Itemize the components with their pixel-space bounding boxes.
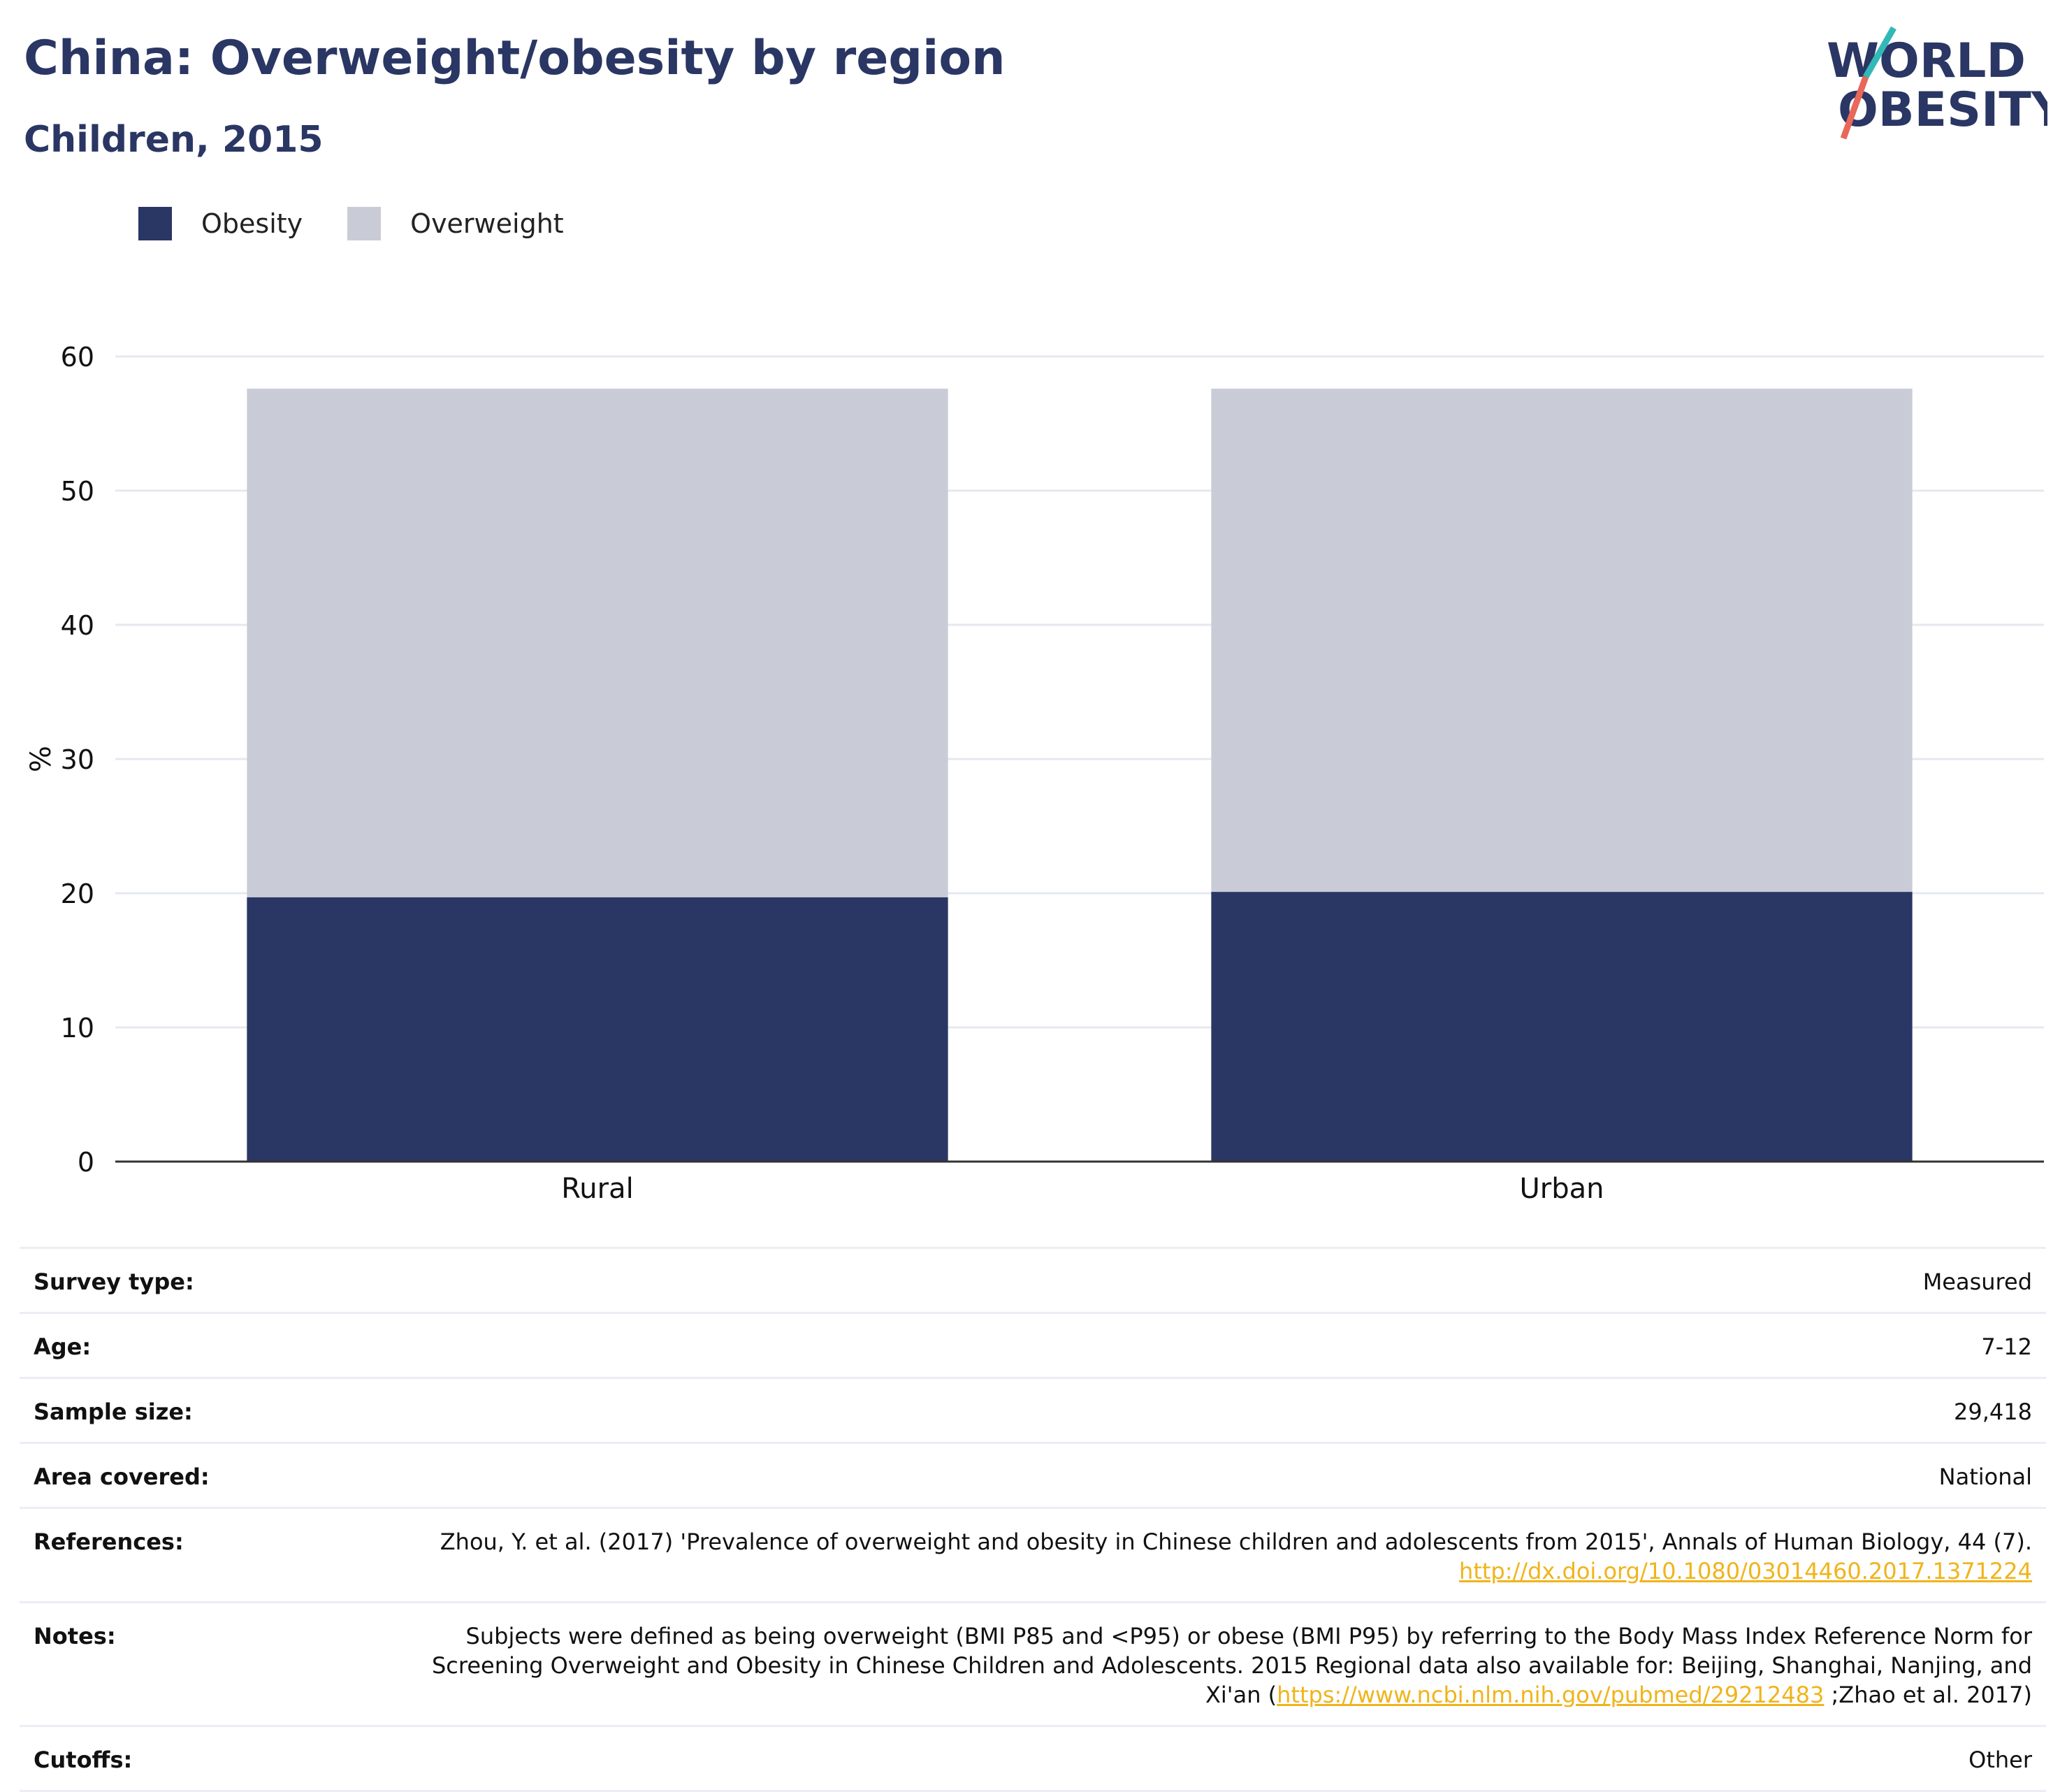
y-axis-label: % — [25, 746, 57, 772]
info-label: Survey type: — [34, 1269, 194, 1295]
chart-legend: Obesity Overweight — [138, 207, 609, 240]
reference-link[interactable]: http://dx.doi.org/10.1080/03014460.2017.… — [1459, 1558, 2032, 1584]
legend-item-obesity[interactable]: Obesity — [138, 207, 303, 240]
y-tick-label: 50 — [61, 476, 94, 507]
legend-swatch-overweight — [347, 207, 382, 240]
info-label: Age: — [34, 1334, 92, 1360]
legend-item-overweight[interactable]: Overweight — [347, 207, 564, 240]
info-value: 29,418 — [1954, 1399, 2032, 1425]
info-label: Notes: — [34, 1623, 116, 1649]
info-row-notes: Notes: Subjects were defined as being ov… — [20, 1601, 2046, 1725]
world-obesity-logo: WORLD OBESITY — [1827, 26, 2047, 140]
svg-text:OBESITY: OBESITY — [1838, 82, 2047, 138]
x-tick-label: Rural — [561, 1173, 633, 1205]
bar-obesity-urban — [1211, 892, 1913, 1162]
y-tick-label: 10 — [61, 1013, 94, 1043]
notes-text: Subjects were defined as being overweigh… — [431, 1623, 2032, 1708]
chart-subtitle: Children, 2015 — [24, 119, 324, 161]
legend-label-obesity: Obesity — [201, 208, 303, 239]
info-row-cutoffs: Cutoffs: Other — [20, 1725, 2046, 1792]
y-tick-label: 20 — [61, 879, 94, 909]
info-value: Subjects were defined as being overweigh… — [425, 1621, 2032, 1710]
bar-overweight-urban — [1211, 389, 1913, 893]
info-value: National — [1938, 1464, 2032, 1490]
info-label: Cutoffs: — [34, 1747, 133, 1773]
reference-text: Zhou, Y. et al. (2017) 'Prevalence of ov… — [440, 1529, 2032, 1555]
info-label: Area covered: — [34, 1464, 210, 1490]
info-row-references: References: Zhou, Y. et al. (2017) 'Prev… — [20, 1507, 2046, 1601]
notes-tail: ;Zhao et al. 2017) — [1831, 1682, 2032, 1708]
info-label: References: — [34, 1529, 184, 1555]
x-tick-label: Urban — [1520, 1173, 1604, 1205]
stacked-bar-chart: 0 10 20 30 40 50 60% Rural Urban — [25, 342, 2044, 1205]
info-label: Sample size: — [34, 1399, 193, 1425]
y-tick-label: 0 — [78, 1147, 94, 1178]
bar-overweight-rural — [247, 389, 948, 897]
bar-obesity-rural — [247, 897, 948, 1162]
svg-text:WORLD: WORLD — [1827, 34, 2026, 89]
notes-link[interactable]: https://www.ncbi.nlm.nih.gov/pubmed/2921… — [1277, 1682, 1825, 1708]
info-value: Other — [1968, 1747, 2032, 1773]
y-tick-label: 60 — [61, 342, 94, 373]
info-value: Zhou, Y. et al. (2017) 'Prevalence of ov… — [425, 1527, 2032, 1586]
info-value: 7-12 — [1981, 1334, 2032, 1360]
legend-label-overweight: Overweight — [410, 208, 564, 239]
legend-swatch-obesity — [138, 207, 172, 240]
info-row-survey-type: Survey type: Measured — [20, 1247, 2046, 1312]
survey-info-table: Survey type: Measured Age: 7-12 Sample s… — [20, 1247, 2046, 1792]
y-tick-label: 30 — [61, 744, 94, 775]
info-row-area-covered: Area covered: National — [20, 1442, 2046, 1507]
chart-title: China: Overweight/obesity by region — [24, 31, 1006, 86]
info-row-sample-size: Sample size: 29,418 — [20, 1377, 2046, 1442]
info-row-age: Age: 7-12 — [20, 1312, 2046, 1377]
info-value: Measured — [1922, 1269, 2032, 1295]
y-tick-label: 40 — [61, 610, 94, 641]
